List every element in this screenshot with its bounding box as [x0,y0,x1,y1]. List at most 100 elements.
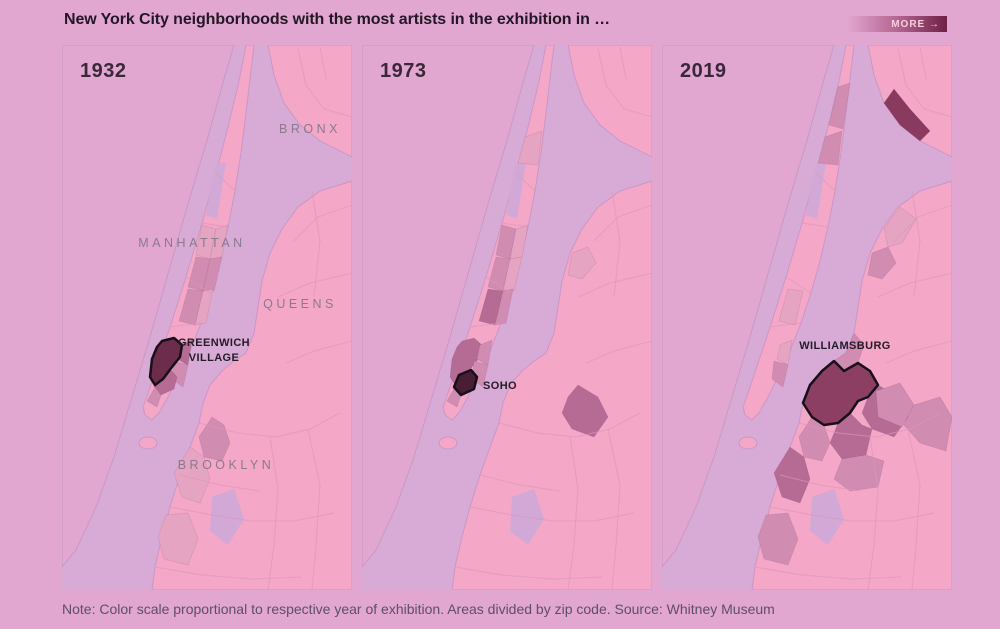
map-2019: 2019 WILLIAMSBURG [662,45,952,590]
zip-area-midtown_east [202,256,223,292]
zip-boundary-line [815,172,836,192]
more-button-label: MORE → [891,19,940,30]
zip-boundary-line [479,474,561,492]
zip-boundary-line [515,172,536,192]
zip-boundary-line [593,204,652,242]
zip-boundary-line [319,46,327,80]
zip-area-clinton_hill [198,416,231,462]
zip-area-chelsea [778,288,804,326]
zip-boundary-line [911,190,921,298]
zip-boundary-line [607,428,621,590]
zip-boundary-line [611,190,621,298]
borough-label-brooklyn: BROOKLYN [178,458,275,472]
zip-area-bushwick [561,384,609,438]
zip-boundary-line [801,222,829,228]
highlight-soho [452,368,479,397]
zip-boundary-line [485,276,512,294]
highlight-west_village [148,336,184,387]
zip-boundary-line [754,566,903,580]
zip-area-park_slope [173,446,211,504]
zip-area-midtown_east [502,256,523,292]
zip-area-south_bronx [883,88,931,142]
zip-boundary-line [785,276,812,294]
zip-boundary-line [885,340,952,364]
map-panel-1973: 1973 SOHO [362,45,652,590]
borough-label-queens: QUEENS [263,297,337,311]
zip-boundary-line [877,272,952,298]
map-panel-2019: 2019 WILLIAMSBURG [662,45,952,590]
zip-boundary-line [867,436,879,590]
zip-area-bedstuy [829,412,873,460]
map-1973: 1973 SOHO [362,45,652,590]
highlight-label-west_village: GREENWICH [178,337,250,349]
zip-boundary-line [469,322,502,328]
zip-boundary-line [311,190,321,298]
governors-island [138,436,158,450]
bronx-land [267,45,352,158]
borough-label-bronx: BRONX [279,122,341,136]
zip-boundary-line [179,474,261,492]
zip-boundary-line [769,506,935,522]
zip-boundary-line [215,172,236,192]
central-park [506,162,526,219]
zip-area-les [771,360,789,388]
zip-boundary-line [893,204,952,242]
zip-boundary-line [169,322,202,328]
highlight-label-soho: SOHO [483,380,517,392]
zip-boundary-line [201,222,229,228]
zip-boundary-line [169,506,335,522]
zip-boundary-line [277,272,352,298]
map-panels-container: 1932 BRONX MANHATTAN QUEENS BROOKLYN GREENWIC… [62,45,952,590]
map-panel-1932: 1932 BRONX MANHATTAN QUEENS BROOKLYN GREENWIC… [62,45,352,590]
highlight-label-williamsburg: WILLIAMSBURG [799,340,891,352]
zip-boundary-line [198,412,341,438]
zip-boundary-line [185,276,212,294]
zip-boundary-line [619,46,627,80]
year-label: 2019 [680,60,727,82]
zip-boundary-line [285,340,352,364]
zip-boundary-line [577,272,652,298]
zip-boundary-line [307,428,321,590]
new-jersey-land [662,45,835,568]
zip-boundary-line [498,412,641,438]
zip-boundary-line [907,428,921,590]
zip-boundary-line [567,436,579,590]
zip-area-sunset_park [157,512,199,566]
zip-area-harlem [817,130,843,166]
zip-area-park_slope [773,446,811,504]
zip-boundary-line [769,322,802,328]
zip-area-gramercy [194,288,214,326]
highlight-williamsburg [801,359,880,427]
zip-area-lic [567,246,597,280]
central-park [206,162,226,219]
new-jersey-land [62,45,235,568]
queens-brooklyn-land [451,180,652,590]
zip-area-wash_heights [828,82,851,130]
zip-area-glendale [903,396,952,452]
bronx-land [567,45,652,158]
zip-area-gramercy [494,288,514,326]
zip-boundary-line [154,566,303,580]
zip-boundary-line [897,48,952,118]
zip-boundary-line [597,48,652,118]
borough-label-manhattan: MANHATTAN [138,236,245,250]
zip-boundary-line [297,48,352,118]
governors-island [438,436,458,450]
zip-area-lic [867,246,897,280]
year-label: 1932 [80,60,127,82]
more-button[interactable]: MORE → [847,16,947,32]
page-title: New York City neighborhoods with the mos… [64,11,611,28]
zip-area-harlem [517,130,543,166]
zip-boundary-line [919,46,927,80]
zip-boundary-line [501,222,529,228]
source-note: Note: Color scale proportional to respec… [62,601,775,617]
zip-boundary-line [585,340,652,364]
zip-boundary-line [293,204,352,242]
governors-island [738,436,758,450]
manhattan-land [142,45,255,421]
zip-area-tribeca [146,388,162,408]
zip-area-astoria [883,206,917,248]
new-jersey-land [362,45,535,568]
zip-boundary-line [454,566,603,580]
map-1932: 1932 BRONX MANHATTAN QUEENS BROOKLYN GREENWIC… [62,45,352,590]
